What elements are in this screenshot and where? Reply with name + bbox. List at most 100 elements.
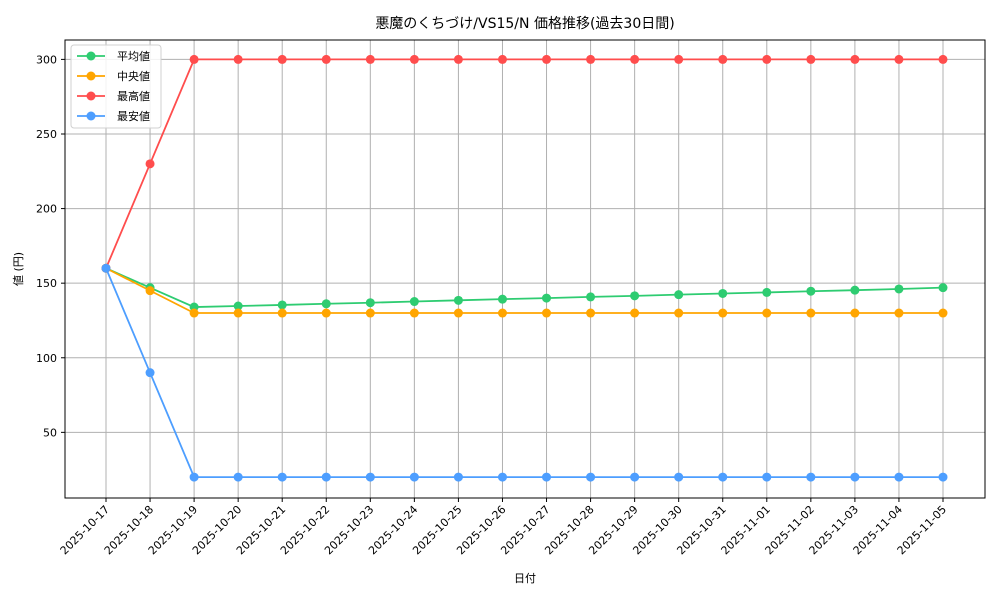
data-point (145, 368, 155, 378)
data-point (145, 159, 155, 169)
data-point (894, 472, 904, 482)
data-point (189, 472, 199, 482)
legend-label: 最安値 (117, 109, 150, 123)
data-point (233, 308, 243, 318)
data-point (762, 54, 772, 64)
data-point (630, 54, 640, 64)
data-point (277, 300, 287, 310)
data-point (453, 54, 463, 64)
data-point (894, 54, 904, 64)
data-point (277, 54, 287, 64)
data-point (189, 54, 199, 64)
data-point (850, 54, 860, 64)
data-point (453, 295, 463, 305)
y-axis-ticks: 50 100 150 200 250 300 (36, 53, 65, 439)
data-point (101, 263, 111, 273)
data-point (586, 292, 596, 302)
data-point (321, 472, 331, 482)
data-point (850, 308, 860, 318)
data-point (497, 294, 507, 304)
y-tick-label: 200 (36, 203, 57, 216)
data-point (409, 472, 419, 482)
legend-label: 最高値 (117, 89, 150, 103)
data-point (850, 472, 860, 482)
legend-label: 中央値 (117, 70, 150, 83)
data-point (542, 293, 552, 303)
data-point (806, 472, 816, 482)
legend-marker (86, 51, 96, 61)
data-point (542, 472, 552, 482)
data-point (718, 54, 728, 64)
data-point (365, 54, 375, 64)
y-tick-label: 100 (36, 352, 57, 365)
data-point (542, 308, 552, 318)
data-point (497, 54, 507, 64)
data-point (277, 308, 287, 318)
data-point (321, 299, 331, 309)
data-point (674, 308, 684, 318)
data-point (586, 54, 596, 64)
data-point (233, 301, 243, 311)
grid-lines (65, 40, 985, 498)
data-point (630, 308, 640, 318)
data-point (365, 472, 375, 482)
data-point (453, 308, 463, 318)
data-point (409, 297, 419, 307)
x-axis-ticks: 2025-10-172025-10-182025-10-192025-10-20… (58, 498, 949, 557)
data-point (321, 308, 331, 318)
legend-marker (86, 91, 96, 101)
data-point (806, 54, 816, 64)
series-line (105, 267, 944, 308)
data-point (762, 308, 772, 318)
series-line (105, 267, 943, 314)
legend-label: 平均値 (117, 50, 150, 63)
data-point (277, 472, 287, 482)
data-point (762, 472, 772, 482)
data-point (497, 308, 507, 318)
data-point (938, 472, 948, 482)
data-point (806, 286, 816, 296)
data-point (233, 54, 243, 64)
data-point (145, 286, 155, 296)
data-point (894, 284, 904, 294)
data-point (806, 308, 816, 318)
data-point (938, 283, 948, 293)
y-axis-title: 値 (円) (12, 252, 25, 286)
legend-marker (86, 111, 96, 121)
y-tick-label: 250 (36, 128, 57, 141)
data-point (233, 472, 243, 482)
data-point (453, 472, 463, 482)
data-point (630, 472, 640, 482)
data-point (409, 308, 419, 318)
chart-title: 悪魔のくちづけ/VS15/N 価格推移(過去30日間) (375, 16, 674, 32)
data-point (321, 54, 331, 64)
data-point (630, 291, 640, 301)
data-point (674, 290, 684, 300)
data-point (542, 54, 552, 64)
series-line (105, 267, 943, 479)
data-point (409, 54, 419, 64)
data-point (189, 308, 199, 318)
legend-marker (86, 71, 96, 81)
data-point (586, 308, 596, 318)
legend-box (70, 44, 162, 129)
data-point (674, 472, 684, 482)
series-lines (101, 54, 948, 482)
y-tick-label: 50 (43, 426, 57, 439)
data-point (850, 285, 860, 295)
data-point (894, 308, 904, 318)
data-point (497, 472, 507, 482)
plot-frame (64, 39, 986, 499)
y-tick-label: 150 (36, 277, 57, 290)
series-line (105, 58, 943, 269)
data-point (718, 308, 728, 318)
data-point (365, 308, 375, 318)
data-point (938, 308, 948, 318)
data-point (718, 472, 728, 482)
y-tick-label: 300 (36, 53, 57, 66)
data-point (586, 472, 596, 482)
data-point (938, 54, 948, 64)
x-axis-title: 日付 (514, 572, 536, 585)
